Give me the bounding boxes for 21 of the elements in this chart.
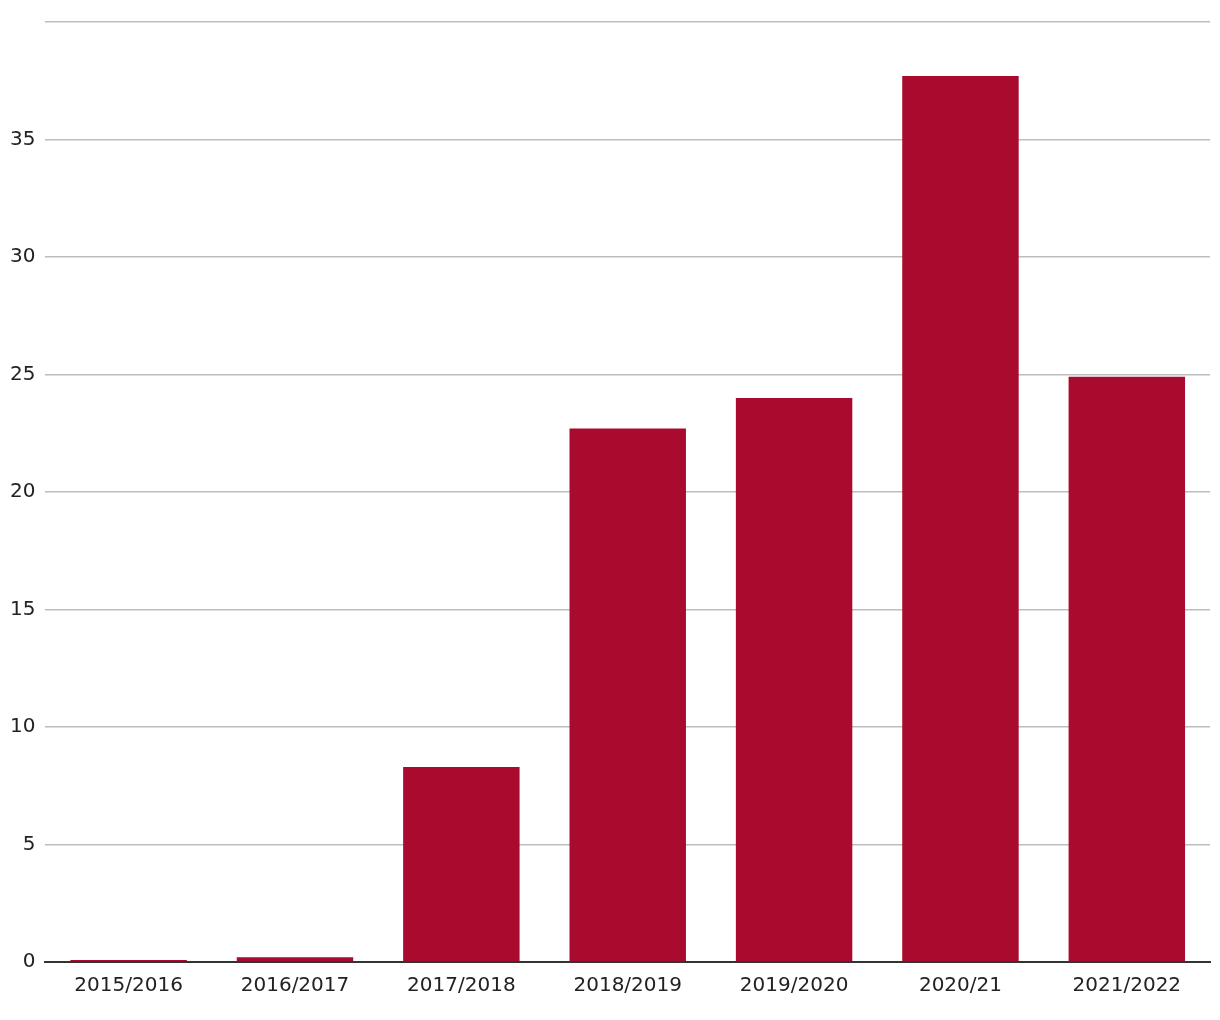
bar — [735, 398, 853, 962]
y-tick-label: 5 — [22, 830, 36, 855]
bar — [236, 957, 354, 962]
x-tick-label: 2018/2019 — [573, 972, 682, 997]
x-tick-label: 2019/2020 — [739, 972, 849, 997]
x-tick-label: 2021/2022 — [1072, 972, 1182, 997]
x-tick-label: 2020/21 — [918, 972, 1002, 997]
y-tick-label: 20 — [10, 478, 36, 503]
bar — [569, 428, 686, 962]
x-tick-label: 2016/2017 — [240, 972, 350, 997]
y-tick-label: 25 — [10, 360, 36, 385]
bar — [403, 766, 520, 962]
x-tick-label: 2015/2016 — [74, 972, 183, 997]
x-tick-label: 2017/2018 — [407, 972, 516, 997]
y-tick-label: 30 — [10, 243, 36, 268]
y-tick-label: 35 — [10, 125, 36, 150]
y-tick-label: 10 — [10, 713, 36, 738]
y-tick-label: 15 — [10, 595, 36, 620]
y-tick-label: 0 — [22, 948, 36, 973]
bar — [1068, 376, 1186, 962]
bar — [902, 76, 1019, 962]
